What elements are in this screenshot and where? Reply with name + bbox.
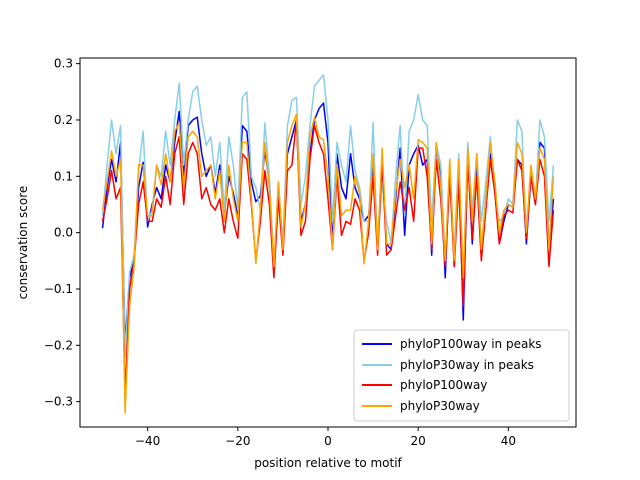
y-axis: −0.3 −0.2 −0.1 0.0 0.1 0.2 0.3 [44, 57, 80, 409]
y-tick-label: −0.1 [44, 282, 73, 296]
legend-label-phylop100way-in-peaks: phyloP100way in peaks [400, 337, 542, 351]
legend-label-phylop30way-in-peaks: phyloP30way in peaks [400, 358, 534, 372]
series-line-phylop100way [101, 119, 555, 397]
y-tick-label: 0.0 [54, 226, 73, 240]
legend-label-phylop100way: phyloP100way [400, 378, 487, 392]
x-axis: −40 −20 0 20 40 [135, 427, 516, 448]
y-tick-label: 0.1 [54, 169, 73, 183]
legend-box [353, 329, 570, 422]
y-tick-label: −0.2 [44, 338, 73, 352]
x-tick-label: 0 [324, 434, 332, 448]
series-line-phylop30way [101, 113, 555, 414]
legend-label-phylop30way: phyloP30way [400, 399, 480, 413]
x-tick-label: 40 [501, 434, 516, 448]
y-tick-label: 0.2 [54, 113, 73, 127]
x-axis-label: position relative to motif [254, 456, 402, 470]
x-tick-label: −40 [135, 434, 160, 448]
x-tick-label: −20 [225, 434, 250, 448]
x-tick-label: 20 [411, 434, 426, 448]
y-axis-label: conservation score [16, 186, 30, 300]
plot-lines [101, 74, 555, 414]
legend: phyloP100way in peaks phyloP30way in pea… [353, 329, 570, 422]
y-tick-label: −0.3 [44, 395, 73, 409]
y-tick-label: 0.3 [54, 57, 73, 71]
